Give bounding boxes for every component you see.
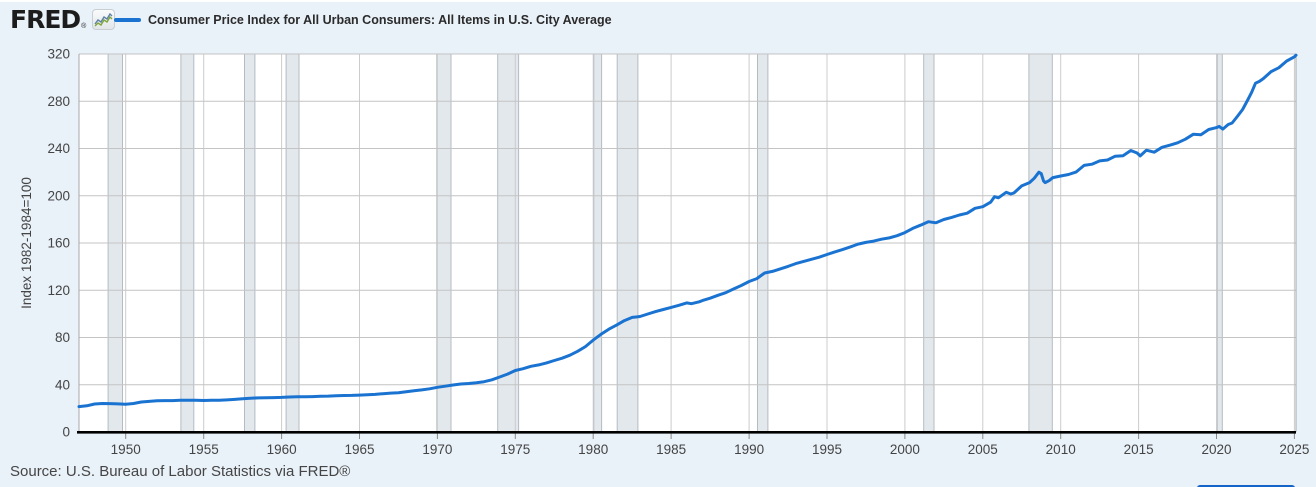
fred-logo[interactable]: FRED ® (10, 5, 116, 34)
svg-text:1955: 1955 (189, 442, 219, 457)
svg-text:2005: 2005 (968, 442, 998, 457)
source-attribution: Source: U.S. Bureau of Labor Statistics … (10, 463, 351, 480)
svg-text:2015: 2015 (1124, 442, 1154, 457)
legend: Consumer Price Index for All Urban Consu… (114, 2, 612, 38)
sparkline-icon (92, 9, 116, 30)
svg-text:1950: 1950 (111, 442, 141, 457)
svg-text:200: 200 (47, 188, 70, 203)
svg-text:40: 40 (55, 377, 70, 392)
svg-text:2000: 2000 (890, 442, 920, 457)
svg-text:1965: 1965 (344, 442, 374, 457)
svg-text:240: 240 (47, 141, 70, 156)
svg-text:160: 160 (47, 236, 70, 251)
series-title[interactable]: Consumer Price Index for All Urban Consu… (148, 13, 612, 27)
svg-text:120: 120 (47, 283, 70, 298)
svg-text:2025: 2025 (1279, 442, 1309, 457)
svg-text:1960: 1960 (267, 442, 297, 457)
fred-logo-text: FRED (10, 5, 81, 34)
view-on-fred-button[interactable] (1197, 485, 1295, 487)
svg-text:0: 0 (62, 425, 70, 440)
y-tick-labels: 0 40 80 120 160 200 240 280 320 (47, 47, 70, 440)
svg-text:1995: 1995 (812, 442, 842, 457)
x-axis-line (77, 431, 1296, 434)
svg-text:320: 320 (47, 47, 70, 62)
svg-text:1980: 1980 (578, 442, 608, 457)
svg-text:1985: 1985 (656, 442, 686, 457)
registered-mark-icon: ® (81, 23, 87, 30)
svg-text:2010: 2010 (1046, 442, 1076, 457)
svg-text:80: 80 (55, 330, 70, 345)
svg-text:1990: 1990 (734, 442, 764, 457)
x-tick-labels: 1950 1955 1960 1965 1970 1975 1980 1985 1990 1995… (111, 442, 1310, 457)
cpi-series-line[interactable] (77, 53, 1298, 409)
y-grid (79, 53, 1296, 386)
chart-header: FRED ® Consumer Price Index for All Urba… (0, 2, 1316, 38)
svg-text:1975: 1975 (500, 442, 530, 457)
svg-text:1970: 1970 (422, 442, 452, 457)
legend-line-swatch (114, 18, 141, 22)
svg-text:280: 280 (47, 94, 70, 109)
svg-text:2020: 2020 (1201, 442, 1231, 457)
y-axis-label: Index 1982-1984=100 (19, 177, 34, 309)
